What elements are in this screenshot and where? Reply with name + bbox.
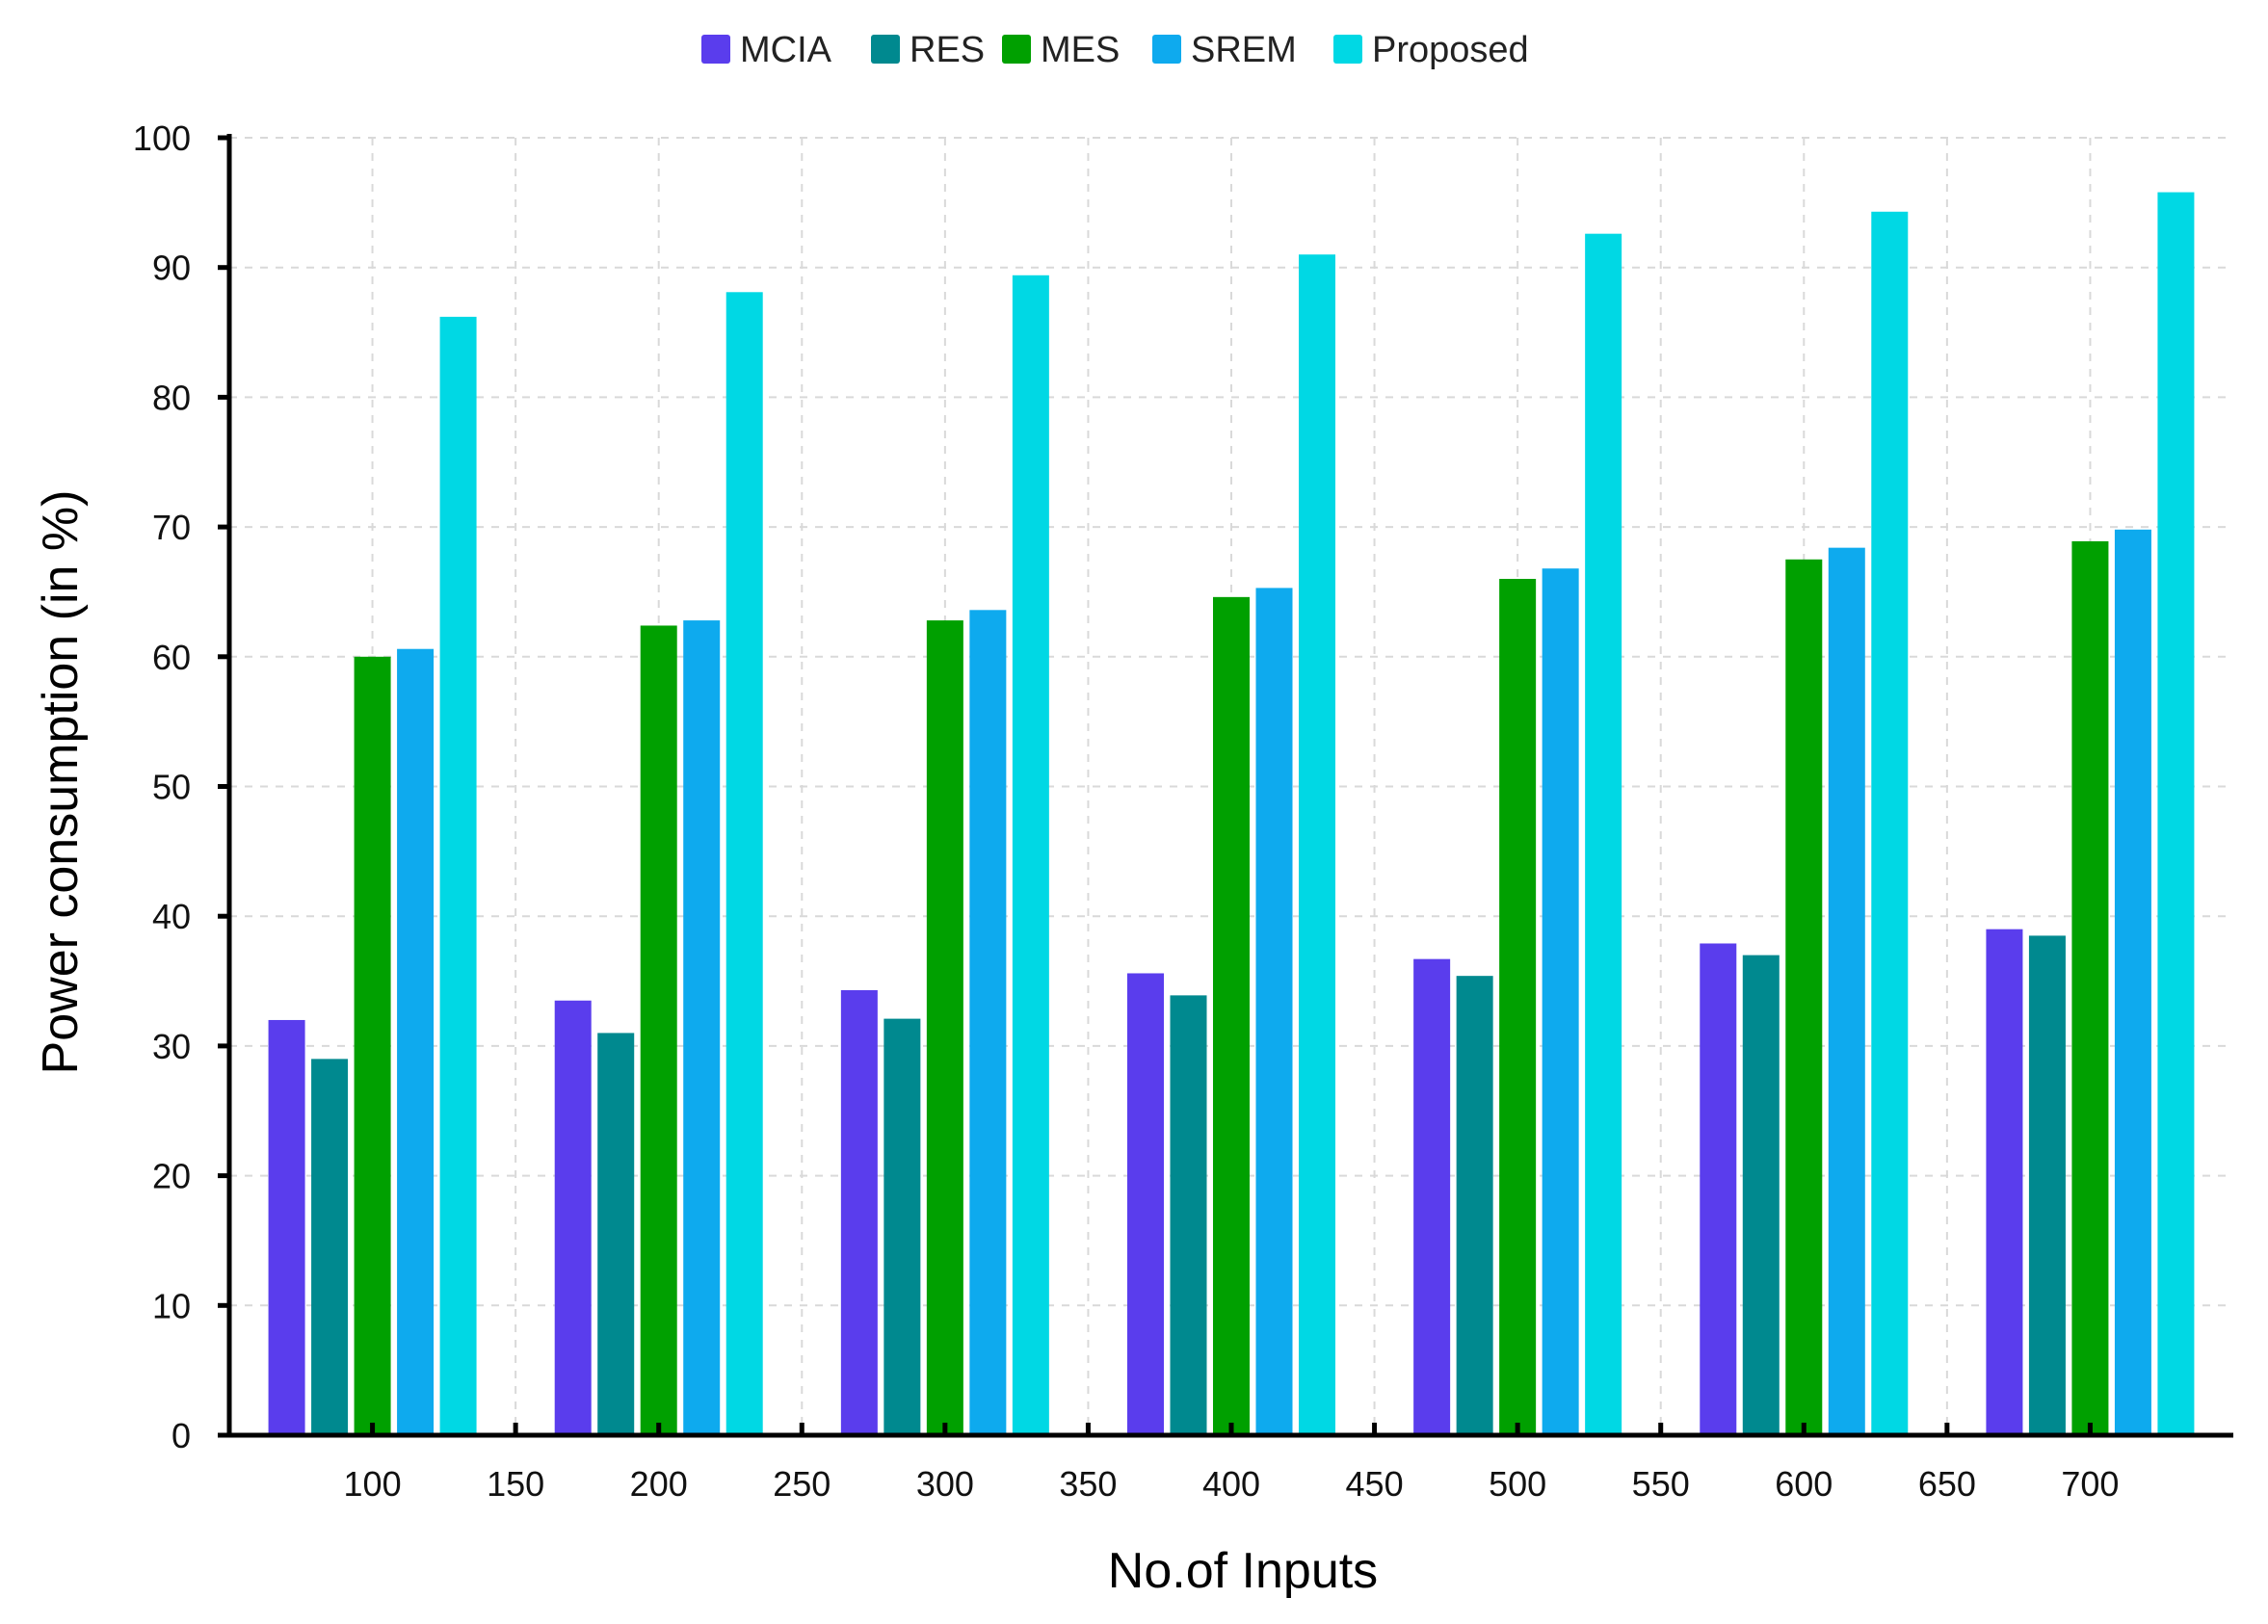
- x-tick-label: 700: [2061, 1464, 2119, 1504]
- legend-label: SREM: [1191, 30, 1297, 70]
- legend-label: RES: [910, 30, 985, 70]
- bar-proposed-100: [439, 316, 477, 1435]
- legend-item-mcia: MCIA: [701, 30, 832, 70]
- bar-mes-400: [1213, 596, 1250, 1435]
- bar-srem-100: [397, 648, 435, 1435]
- legend-swatch: [1002, 35, 1031, 64]
- legend-item-proposed: Proposed: [1333, 30, 1529, 70]
- y-axis-title: Power consumption (in %): [33, 490, 89, 1075]
- y-tick-label: 90: [152, 249, 191, 288]
- legend: MCIA RES MES SREM Proposed: [701, 30, 1529, 70]
- bar-mcia-200: [554, 1000, 592, 1435]
- legend-item-srem: SREM: [1152, 30, 1297, 70]
- bar-mcia-400: [1127, 973, 1164, 1435]
- legend-swatch: [871, 35, 900, 64]
- y-tick-label: 100: [133, 118, 191, 158]
- bar-mcia-100: [268, 1019, 305, 1435]
- bar-res-500: [1456, 976, 1493, 1435]
- legend-swatch: [701, 35, 730, 64]
- x-tick-label: 600: [1775, 1464, 1833, 1504]
- bar-srem-700: [2114, 529, 2151, 1435]
- y-tick-label: 50: [152, 768, 191, 807]
- legend-swatch: [1333, 35, 1362, 64]
- bar-proposed-700: [2157, 192, 2195, 1436]
- y-tick-label: 40: [152, 897, 191, 936]
- x-tick-label: 550: [1632, 1464, 1690, 1504]
- legend-label: Proposed: [1372, 30, 1529, 70]
- y-tick-label: 80: [152, 378, 191, 417]
- x-tick-label: 200: [630, 1464, 688, 1504]
- bar-proposed-600: [1871, 211, 1909, 1435]
- x-tick-label: 350: [1059, 1464, 1117, 1504]
- bar-mcia-600: [1700, 943, 1737, 1435]
- bar-res-400: [1170, 995, 1207, 1435]
- bar-mcia-700: [1986, 929, 2023, 1435]
- bar-proposed-300: [1012, 275, 1049, 1436]
- legend-item-mes: MES: [1002, 30, 1120, 70]
- bar-srem-300: [969, 610, 1007, 1435]
- y-tick-label: 0: [171, 1416, 191, 1455]
- bar-res-200: [597, 1033, 635, 1435]
- legend-item-res: RES: [871, 30, 985, 70]
- x-tick-label: 400: [1202, 1464, 1260, 1504]
- x-tick-label: 250: [773, 1464, 831, 1504]
- bar-mes-200: [640, 625, 677, 1435]
- bar-mcia-500: [1413, 958, 1451, 1435]
- bar-res-100: [311, 1059, 349, 1435]
- bar-proposed-500: [1585, 233, 1622, 1436]
- bar-proposed-200: [725, 292, 763, 1436]
- legend-label: MES: [1041, 30, 1120, 70]
- x-axis-title: No.of Inputs: [1108, 1543, 1378, 1599]
- y-tick-label: 30: [152, 1027, 191, 1066]
- bar-mcia-300: [840, 989, 878, 1435]
- x-tick-label: 100: [344, 1464, 402, 1504]
- bar-mes-700: [2071, 540, 2109, 1435]
- y-tick-label: 70: [152, 508, 191, 547]
- axes: 0 10 20 30 40 50 60 70 80 90 100 100 150 200 250 300 350…: [133, 118, 2233, 1504]
- y-tick-label: 60: [152, 638, 191, 677]
- legend-label: MCIA: [740, 30, 832, 70]
- bar-mes-100: [354, 656, 391, 1435]
- x-tick-label: 150: [487, 1464, 544, 1504]
- bar-srem-200: [683, 620, 721, 1435]
- x-tick-label: 300: [916, 1464, 974, 1504]
- bar-res-600: [1742, 955, 1780, 1435]
- bar-mes-500: [1499, 578, 1537, 1435]
- bar-mes-300: [926, 620, 963, 1435]
- legend-swatch: [1152, 35, 1181, 64]
- bar-proposed-400: [1299, 254, 1335, 1436]
- x-tick-label: 450: [1346, 1464, 1404, 1504]
- bar-res-300: [883, 1018, 921, 1435]
- bar-res-700: [2028, 935, 2066, 1435]
- bar-srem-400: [1255, 588, 1293, 1435]
- bar-mes-600: [1785, 559, 1823, 1435]
- y-tick-label: 10: [152, 1286, 191, 1325]
- x-tick-label: 650: [1918, 1464, 1976, 1504]
- bars: [268, 192, 2195, 1436]
- y-tick-label: 20: [152, 1157, 191, 1196]
- bar-srem-600: [1828, 547, 1865, 1435]
- bar-srem-500: [1542, 568, 1579, 1435]
- x-tick-label: 500: [1489, 1464, 1546, 1504]
